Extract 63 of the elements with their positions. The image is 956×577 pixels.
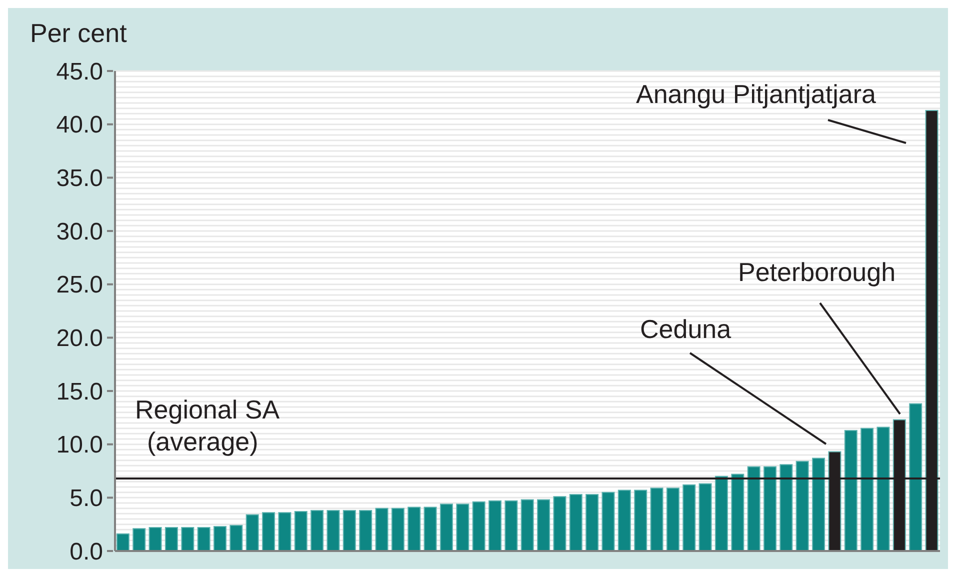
bar (181, 527, 194, 551)
bar (537, 499, 550, 551)
bar (731, 474, 744, 551)
y-tick-label: 15.0 (56, 378, 103, 406)
y-tick-label: 35.0 (56, 165, 103, 192)
bar (472, 501, 486, 551)
bar (440, 504, 453, 551)
annotation: Ceduna (640, 314, 732, 344)
y-tick-label: 25.0 (56, 272, 103, 299)
y-tick-label: 20.0 (56, 325, 103, 352)
bar (132, 528, 146, 551)
y-tick-label: 10.0 (56, 432, 103, 459)
ref-line-label: Regional SA (average) (135, 394, 280, 456)
bar (408, 506, 421, 551)
bar (747, 466, 760, 551)
bar (391, 508, 404, 551)
bar (214, 526, 226, 551)
bar (796, 460, 809, 551)
bar (764, 466, 776, 551)
y-tick-label: 30.0 (56, 218, 103, 246)
bar (164, 527, 178, 551)
bar (909, 403, 922, 551)
bar (116, 533, 130, 551)
bar (504, 500, 518, 551)
bar (310, 510, 324, 551)
bar (375, 508, 388, 551)
bar (294, 511, 308, 551)
y-tick-label: 40.0 (56, 112, 103, 139)
bar (148, 527, 162, 551)
bar (488, 500, 502, 551)
bar (326, 510, 340, 551)
bar (876, 426, 890, 551)
bar (780, 464, 793, 551)
y-tick-label: 0.0 (70, 538, 103, 566)
bar (230, 524, 243, 551)
annotation: Anangu Pitjantjatjara (636, 79, 876, 109)
bar (246, 514, 259, 551)
bar (456, 504, 470, 551)
bar (602, 492, 615, 551)
bar (569, 494, 582, 551)
bar (197, 527, 210, 551)
bar (262, 512, 276, 551)
bar (860, 428, 874, 551)
bar (618, 490, 631, 551)
annotation: Peterborough (738, 257, 896, 287)
bar (359, 510, 372, 551)
bar (714, 476, 728, 551)
y-axis-title: Per cent (30, 18, 127, 49)
bar (634, 490, 648, 551)
bar (666, 488, 680, 551)
bar (812, 458, 826, 551)
bar (424, 506, 437, 551)
bar (342, 510, 356, 551)
bar (520, 499, 534, 551)
bar (844, 430, 858, 551)
bar (682, 484, 696, 551)
bar (586, 494, 599, 551)
y-tick-label: 5.0 (70, 485, 103, 512)
bar (553, 496, 566, 551)
bar (650, 488, 664, 551)
y-tick-label: 45.0 (56, 58, 103, 86)
bar (698, 483, 712, 551)
bar (278, 512, 292, 551)
